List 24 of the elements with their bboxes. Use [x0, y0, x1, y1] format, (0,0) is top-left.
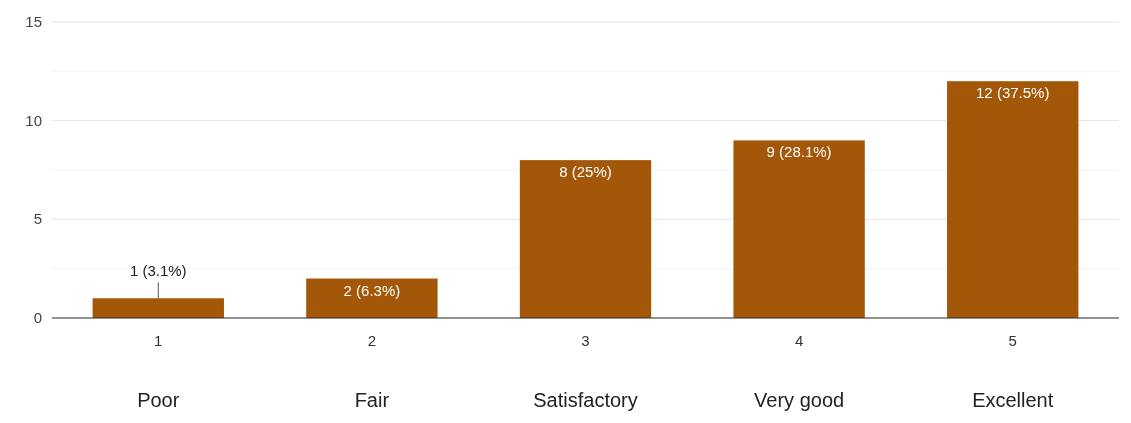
text: Excellent — [972, 389, 1054, 411]
bar — [947, 81, 1079, 318]
text: Poor — [137, 389, 180, 411]
data-label: 9 (28.1%) — [766, 143, 832, 161]
x-tick-label: 1 — [154, 332, 163, 349]
text: Very good — [754, 389, 845, 411]
text: Fair — [354, 389, 390, 411]
text: Satisfactory — [533, 389, 638, 411]
x-tick-label: 3 — [581, 332, 590, 349]
data-label: 2 (6.3%) — [343, 281, 401, 299]
data-label: 1 (3.1%) — [129, 262, 187, 280]
y-tick-label: 15 — [25, 13, 42, 30]
x-tick-label: 5 — [1008, 332, 1017, 349]
y-tick-label: 5 — [33, 210, 42, 228]
bar — [92, 298, 224, 318]
bar — [306, 278, 438, 318]
data-label: 12 (37.5%) — [976, 84, 1050, 102]
y-tick-label: 0 — [33, 309, 42, 326]
x-tick-label: 4 — [794, 332, 804, 349]
data-label: 8 (25%) — [559, 163, 612, 181]
bar — [733, 140, 865, 318]
bar — [519, 160, 652, 318]
y-tick-label: 10 — [25, 111, 42, 129]
x-tick-label: 2 — [367, 332, 377, 349]
